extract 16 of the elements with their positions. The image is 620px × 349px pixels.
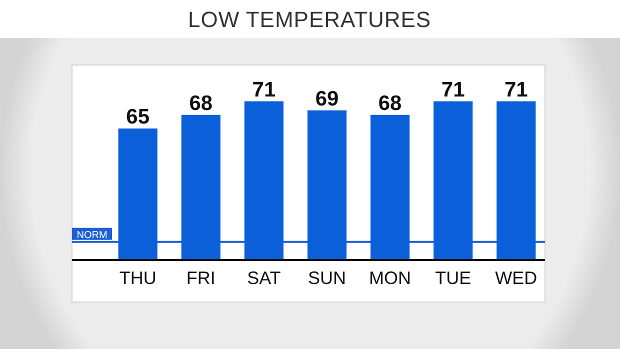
x-tick-label: TUE [435,268,472,288]
data-label: 71 [504,78,528,102]
x-tick-label: WED [495,268,538,288]
data-label: 69 [315,87,339,110]
x-tick-label: MON [369,268,412,288]
x-tick-label: THU [119,268,156,288]
data-label: 65 [126,105,150,128]
data-label: 68 [378,92,402,115]
x-tick-label: SAT [247,268,281,288]
data-label: 68 [189,92,213,115]
data-label: 71 [441,78,466,102]
chart-title: LOW TEMPERATURES [188,7,432,32]
x-tick-label: FRI [186,268,216,288]
data-label: 71 [252,78,276,102]
ref-line-label: NORM [76,230,108,241]
x-tick-label: SUN [308,268,346,288]
